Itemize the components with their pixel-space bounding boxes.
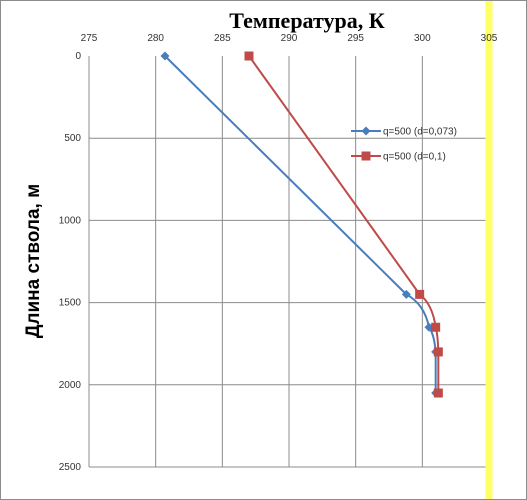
- series-2-point-1: [244, 51, 254, 61]
- y-axis-label: Длина ствола, м: [23, 184, 44, 338]
- y-tick-labels: 0 500 1000 1500 2000 2500: [59, 51, 82, 473]
- legend: q=500 (d=0,073) q=500 (d=0,1): [351, 126, 457, 163]
- y-tick-label-1000: 1000: [59, 215, 82, 226]
- series-2-line: [248, 55, 440, 394]
- y-tick-label-2000: 2000: [59, 380, 82, 391]
- series-group: [160, 51, 443, 398]
- series-2-point-3: [431, 322, 441, 332]
- series-2: [244, 51, 443, 398]
- x-tick-label-290: 290: [281, 33, 298, 44]
- x-tick-label-285: 285: [214, 33, 231, 44]
- y-tick-label-500: 500: [64, 133, 81, 144]
- y-tick-label-1500: 1500: [59, 298, 82, 309]
- x-tick-label-295: 295: [347, 33, 364, 44]
- legend-label-2: q=500 (d=0,1): [383, 152, 446, 163]
- y-tick-label-0: 0: [75, 51, 81, 62]
- series-2-point-2: [415, 289, 425, 299]
- series-2-point-4: [433, 347, 443, 357]
- x-tick-label-275: 275: [81, 33, 98, 44]
- series-2-point-5: [433, 388, 443, 398]
- grid: [88, 56, 489, 468]
- series-1-line: [164, 55, 437, 394]
- x-tick-labels: 275 280 285 290 295 300 305: [81, 33, 498, 44]
- x-tick-label-280: 280: [147, 33, 164, 44]
- y-tick-label-2500: 2500: [59, 462, 82, 473]
- legend-marker-2: [361, 151, 371, 161]
- x-tick-label-300: 300: [414, 33, 431, 44]
- series-1-point-2: [401, 289, 411, 299]
- legend-marker-1: [361, 126, 371, 136]
- chart-title: Температура, К: [229, 8, 384, 33]
- series-1: [160, 51, 441, 398]
- x-tick-label-305: 305: [481, 33, 498, 44]
- legend-label-1: q=500 (d=0,073): [383, 127, 457, 138]
- series-1-point-1: [160, 51, 170, 61]
